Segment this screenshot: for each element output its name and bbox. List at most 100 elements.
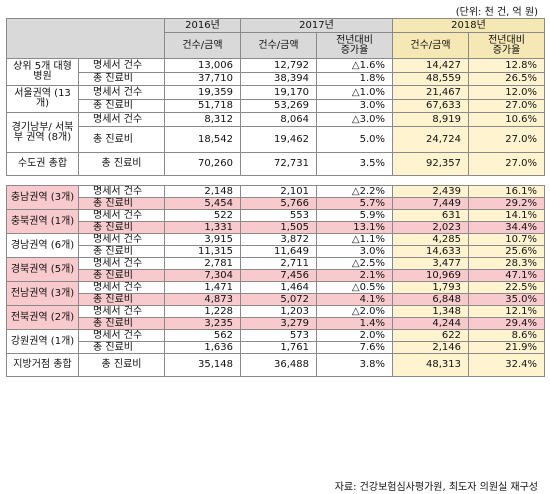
header-2017-count-amount: 건수/금액 xyxy=(240,32,317,59)
region-name: 수도권 총합 xyxy=(6,152,79,176)
hospital-claims-table: 2016년 2017년 2018년 건수/금액 건수/금액 전년대비 증가율 건수… xyxy=(6,18,545,377)
rate-2017: △1.0% xyxy=(316,85,393,100)
table-row: 강원권역 (1개) 명세서 건수 562 573 2.0% 622 8.6% xyxy=(6,329,545,354)
region-name: 충남권역 (3개) xyxy=(6,185,79,210)
rate-2017: △1.6% xyxy=(316,58,393,73)
item-label: 총 진료비 xyxy=(78,152,165,176)
table-row: 총 진료비 51,718 53,269 3.0% 67,633 27.0% xyxy=(7,99,545,113)
table-row: 서울권역 (13개) 명세서 건수 19,359 19,170 △1.0% 21… xyxy=(6,85,545,113)
item-label: 명세서 건수 xyxy=(78,112,165,127)
table-row: 총 진료비 1,331 1,505 13.1% 2,023 34.4% xyxy=(7,221,545,234)
value-2017: 2,711 xyxy=(240,257,317,270)
value-2018: 14,633 xyxy=(392,245,469,258)
value-2018: 8,919 xyxy=(392,112,469,127)
header-yoy-line2: 증가율 xyxy=(340,44,369,56)
value-2017: 1,203 xyxy=(240,305,317,318)
rate-2017: 3.0% xyxy=(316,245,393,258)
header-2018: 2018년 xyxy=(392,18,545,33)
value-2016: 1,471 xyxy=(164,281,241,294)
rate-2017: △3.0% xyxy=(316,112,393,127)
source-note: 자료: 건강보험심사평가원, 최도자 의원실 재구성 xyxy=(334,482,538,493)
value-2017: 1,505 xyxy=(240,221,317,234)
rate-2018: 29.2% xyxy=(468,197,545,210)
value-2016: 1,636 xyxy=(164,341,241,354)
value-2016: 3,235 xyxy=(164,317,241,330)
value-2017: 19,462 xyxy=(240,126,317,153)
value-2018: 92,357 xyxy=(392,152,469,176)
table-row: 총 진료비 11,315 11,649 3.0% 14,633 25.6% xyxy=(7,245,545,258)
table-row: 전북권역 (2개) 명세서 건수 1,228 1,203 △2.0% 1,348… xyxy=(6,305,545,330)
rate-2018: 47.1% xyxy=(468,269,545,282)
value-2016: 2,148 xyxy=(164,185,241,198)
header-2016-count-amount: 건수/금액 xyxy=(164,32,241,59)
item-label: 총 진료비 xyxy=(78,197,165,210)
rate-2017: 3.0% xyxy=(316,99,393,113)
item-label: 총 진료비 xyxy=(78,341,165,354)
value-2016: 4,873 xyxy=(164,293,241,306)
region-name: 경북권역 (5개) xyxy=(6,257,79,282)
rate-2018: 12.0% xyxy=(468,85,545,100)
rate-2018: 16.1% xyxy=(468,185,545,198)
header-2018-count-amount: 건수/금액 xyxy=(392,32,469,59)
value-2016: 37,710 xyxy=(164,72,241,86)
value-2018: 10,969 xyxy=(392,269,469,282)
region-name: 지방거점 총합 xyxy=(6,353,79,377)
value-2018: 14,427 xyxy=(392,58,469,73)
value-2016: 522 xyxy=(164,209,241,222)
rate-2017: 1.8% xyxy=(316,72,393,86)
value-2017: 8,064 xyxy=(240,112,317,127)
rate-2017: △2.2% xyxy=(316,185,393,198)
rate-2017: △1.1% xyxy=(316,233,393,246)
value-2017: 53,269 xyxy=(240,99,317,113)
item-label: 총 진료비 xyxy=(78,245,165,258)
value-2018: 21,467 xyxy=(392,85,469,100)
value-2017: 2,101 xyxy=(240,185,317,198)
table-row: 경기남부/ 서북부 권역 (8개) 명세서 건수 8,312 8,064 △3.… xyxy=(6,112,545,153)
table-row: 총 진료비 1,636 1,761 7.6% 2,146 21.9% xyxy=(7,341,545,354)
item-label: 총 진료비 xyxy=(78,353,165,377)
value-2016: 11,315 xyxy=(164,245,241,258)
rate-2017: 3.5% xyxy=(316,152,393,176)
region-name: 강원권역 (1개) xyxy=(6,329,79,354)
header-row-years: 2016년 2017년 2018년 xyxy=(6,18,545,59)
value-2018: 24,724 xyxy=(392,126,469,153)
item-label: 명세서 건수 xyxy=(78,257,165,270)
rate-2018: 25.6% xyxy=(468,245,545,258)
rate-2017: 13.1% xyxy=(316,221,393,234)
value-2018: 6,848 xyxy=(392,293,469,306)
item-label: 명세서 건수 xyxy=(78,233,165,246)
value-2018: 2,146 xyxy=(392,341,469,354)
table-row: 경북권역 (5개) 명세서 건수 2,781 2,711 △2.5% 3,477… xyxy=(6,257,545,282)
rate-2018: 35.0% xyxy=(468,293,545,306)
value-2017: 3,872 xyxy=(240,233,317,246)
value-2017: 7,456 xyxy=(240,269,317,282)
value-2017: 1,464 xyxy=(240,281,317,294)
rate-2018: 12.8% xyxy=(468,58,545,73)
value-2016: 562 xyxy=(164,329,241,342)
header-2017-yoy: 전년대비 증가율 xyxy=(316,32,393,59)
value-2016: 5,454 xyxy=(164,197,241,210)
table-row: 전남권역 (3개) 명세서 건수 1,471 1,464 △0.5% 1,793… xyxy=(6,281,545,306)
value-2018: 622 xyxy=(392,329,469,342)
value-2018: 48,313 xyxy=(392,353,469,377)
value-2018: 2,439 xyxy=(392,185,469,198)
rate-2018: 27.0% xyxy=(468,152,545,176)
unit-note: (단위: 천 건, 억 원) xyxy=(455,7,538,18)
value-2017: 38,394 xyxy=(240,72,317,86)
header-row-subcolumns: 건수/금액 건수/금액 전년대비 증가율 건수/금액 전년대비 증가율 xyxy=(7,32,545,59)
value-2018: 3,477 xyxy=(392,257,469,270)
item-label: 명세서 건수 xyxy=(78,281,165,294)
rate-2017: 5.7% xyxy=(316,197,393,210)
table-row: 총 진료비 18,542 19,462 5.0% 24,724 27.0% xyxy=(7,126,545,153)
value-2018: 631 xyxy=(392,209,469,222)
section-gap xyxy=(6,175,545,186)
rate-2018: 32.4% xyxy=(468,353,545,377)
value-2018: 7,449 xyxy=(392,197,469,210)
value-2016: 8,312 xyxy=(164,112,241,127)
value-2017: 553 xyxy=(240,209,317,222)
value-2018: 4,244 xyxy=(392,317,469,330)
value-2016: 18,542 xyxy=(164,126,241,153)
value-2016: 1,228 xyxy=(164,305,241,318)
item-label: 명세서 건수 xyxy=(78,209,165,222)
value-2018: 67,633 xyxy=(392,99,469,113)
